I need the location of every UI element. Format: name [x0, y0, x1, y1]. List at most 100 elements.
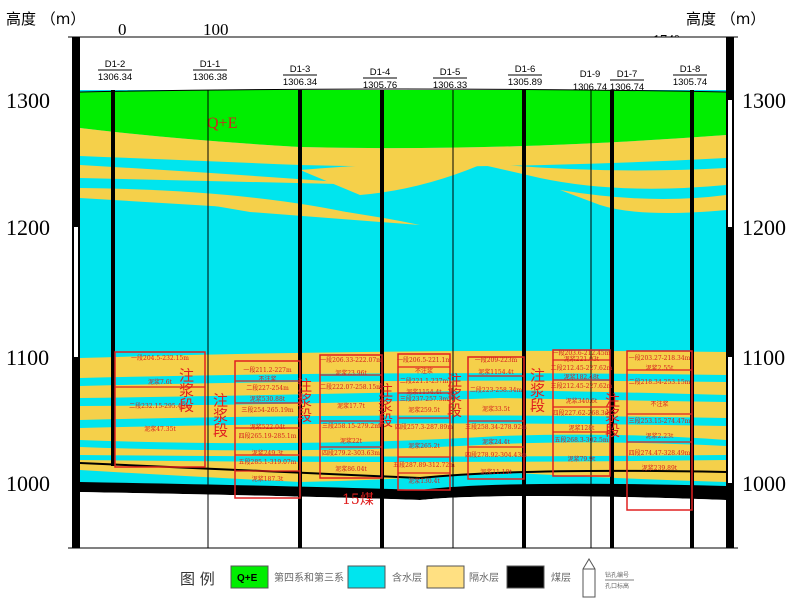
grout-line: 一段206.33-222.07m: [320, 356, 382, 364]
grout-line: 二段218.34-253.15m: [629, 378, 691, 386]
grout-box: [397, 353, 451, 491]
grout-line: 二段227-254m: [246, 384, 289, 392]
grout-box: [467, 356, 525, 480]
grout-line: 二段222.07-258.15m: [320, 383, 382, 391]
grout-line: 泥浆17.7t: [337, 402, 365, 410]
grout-zone-label: 注浆段: [445, 373, 463, 418]
well-elevation: 1305.74: [673, 77, 707, 88]
grout-line: 泥浆265.2t: [408, 442, 440, 450]
aquiclude-lens: [300, 163, 480, 195]
well-elevation: 1306.34: [283, 77, 317, 88]
grout-line: 三段253.15-274.47m: [629, 417, 691, 425]
grout-line: 泥浆182.48t: [564, 373, 600, 381]
grout-line: 四段265.19-285.1m: [239, 432, 297, 440]
grout-line: 泥浆221.03t: [564, 355, 600, 363]
well-id: D1-9: [580, 69, 601, 80]
grout-line: 一段203.6-212.45m: [553, 349, 611, 357]
grout-line: 三段212.45-227.62m: [551, 382, 613, 390]
grout-line: 四段227.62-268.3m: [553, 409, 611, 417]
grout-line: 泥浆23.96t: [335, 369, 367, 377]
well-symbol-icon: [582, 558, 596, 598]
well-id: D1-1: [200, 59, 221, 70]
grout-line: 泥浆47.35t: [144, 425, 176, 433]
grout-box: [234, 360, 301, 499]
grout-line: 泥浆249.3t: [252, 449, 284, 457]
grout-box: [319, 354, 383, 479]
left-tick-label: 1300: [6, 88, 50, 113]
grout-box: [552, 349, 611, 477]
qe-label: Q+E: [207, 115, 237, 132]
grout-line: 四段257.3-287.89m: [395, 423, 453, 431]
grout-line: 四段279.2-303.63m: [322, 449, 380, 457]
right-tick-label: 1200: [742, 215, 786, 240]
well-elevation: 1306.38: [193, 72, 227, 83]
grout-line: 二段232.15-295.49m: [129, 402, 191, 410]
grout-line: 一段203.27-218.34m: [629, 354, 691, 362]
well-id: D1-5: [440, 67, 461, 78]
well-id: D1-8: [680, 64, 701, 75]
grout-section: 一段203.6-212.45m泥浆221.03t二段212.45-227.62m…: [528, 349, 613, 477]
grout-zone-label: 注浆段: [528, 368, 546, 413]
grout-line: 四段278.92-304.43m: [465, 451, 527, 459]
grout-line: 不注浆: [650, 400, 668, 408]
well-id: D1-3: [290, 64, 311, 75]
legend-label-aquiclude: 隔水层: [469, 572, 499, 584]
grout-line: 五段285.1-319.07m: [239, 458, 297, 466]
aquiclude-layer: [80, 128, 726, 167]
well-id: D1-7: [617, 69, 638, 80]
well-elevation: 1305.76: [363, 80, 397, 91]
grout-line: 泥浆2.23t: [646, 432, 674, 440]
legend-swatch-qe: [230, 565, 269, 589]
grout-line: 泥浆24.4t: [482, 438, 510, 446]
grout-line: 泥浆522.04t: [250, 423, 286, 431]
grout-line: 一段211.2-227m: [243, 366, 292, 374]
grout-section: 一段204.5-232.15m 泥浆7.6t 二段232.15-295.49m 泥浆4…: [114, 351, 206, 468]
aquiclude-lens: [80, 165, 380, 185]
well-elevation: 1306.74: [610, 82, 644, 93]
grout-line: 五段268.3-302.5m: [554, 436, 608, 444]
right-axis-title: 高度 （m）: [686, 10, 765, 28]
well-elevation: 1306.33: [433, 80, 467, 91]
grout-section: 一段209-223m 泥浆1154.4t 二段223-258.34m 泥浆33.5t 三…: [445, 356, 527, 480]
well-id: D1-2: [105, 59, 126, 70]
legend-swatch-text: Q+E: [237, 573, 258, 584]
coal-seam-15: [80, 482, 726, 500]
legend-swatch-aquiclude: [426, 565, 465, 589]
legend-swatch-aquifer: [347, 565, 386, 589]
below-coal: [80, 492, 726, 548]
grout-box: [114, 351, 206, 468]
grout-line: 一段206.5-221.1m: [397, 356, 451, 364]
grout-line: 三段254-265.19m: [241, 406, 293, 414]
right-tick-label: 1000: [742, 471, 786, 496]
grout-zone-label: 注浆段: [603, 393, 621, 438]
legend-label-qe: 第四系和第三系: [274, 571, 344, 584]
grout-line: 泥浆2.55t: [646, 364, 674, 372]
grout-line: 泥浆11.19t: [480, 468, 512, 476]
grout-line: 泥浆33.5t: [482, 405, 510, 413]
legend-label-coal: 煤层: [551, 571, 571, 584]
grout-zone-label: 注浆段: [376, 383, 394, 428]
legend-label-aquifer: 含水层: [392, 571, 422, 584]
well-elevation: 1305.89: [508, 77, 542, 88]
aquiclude-lens: [560, 190, 726, 214]
grout-line: 泥浆259.5t: [408, 406, 440, 414]
grout-line: 泥浆79.9t: [568, 455, 596, 463]
grout-line: 泥浆22t: [340, 437, 363, 445]
grout-line: 三段258.15-279.2m: [322, 422, 380, 430]
grout-line: 泥浆187.3t: [252, 475, 284, 483]
left-tick-label: 1000: [6, 471, 50, 496]
quaternary-tertiary-layer: [80, 89, 726, 149]
grout-line: 二段223-258.34m: [470, 386, 522, 394]
grout-line: 泥浆128t: [569, 424, 595, 432]
legend: 图 例 Q+E 第四系和第三系 含水层 隔水层 煤层 钻孔编号 孔口标高: [180, 558, 634, 598]
grout-zone-label: 注浆段: [211, 393, 229, 438]
left-tick-label: 1200: [6, 215, 50, 240]
scale-end: 100: [203, 20, 229, 39]
grout-zone-label: 注浆段: [177, 368, 195, 413]
legend-well-elev: 孔口标高: [605, 582, 629, 590]
grout-line: 一段209-223m: [475, 356, 518, 364]
well-elevation: 1306.34: [98, 72, 132, 83]
